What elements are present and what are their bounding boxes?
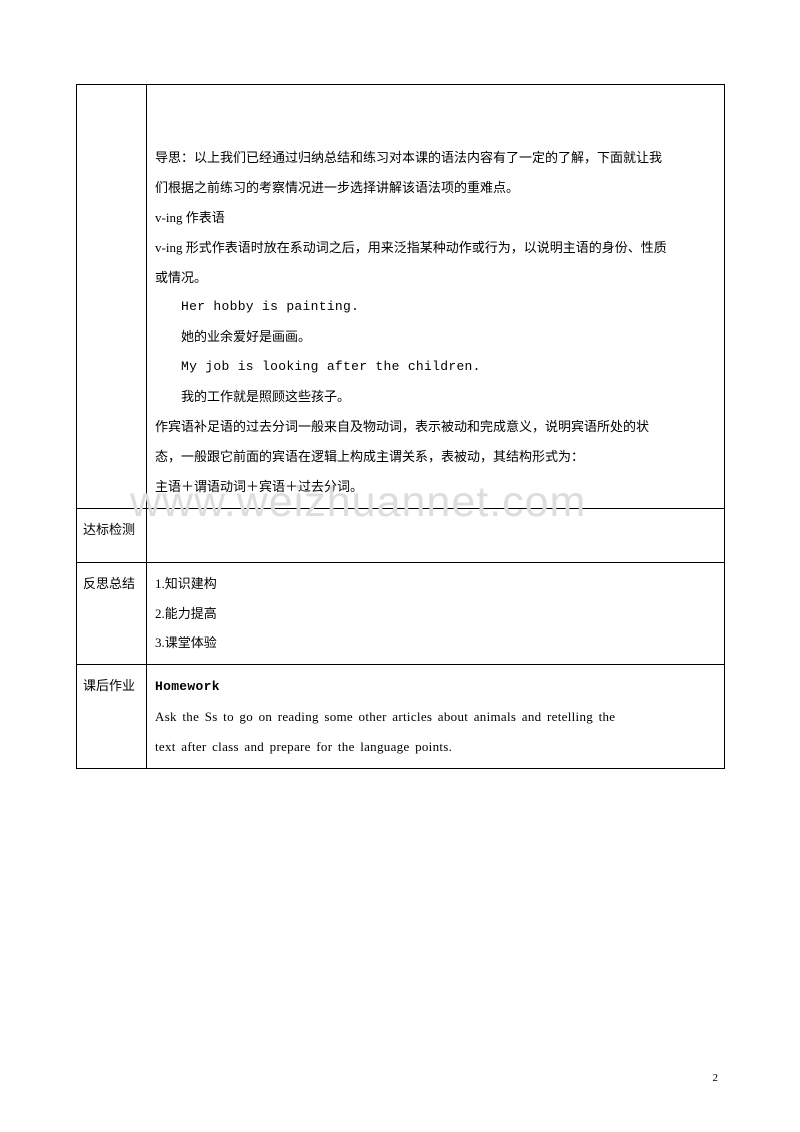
line: v-ing 作表语 [155, 210, 225, 225]
line: v-ing 形式作表语时放在系动词之后，用来泛指某种动作或行为，以说明主语的身份… [155, 240, 667, 255]
line: 1.知识建构 [155, 576, 217, 591]
line: 或情况。 [155, 270, 207, 285]
row-main-content: 导思：以上我们已经通过归纳总结和练习对本课的语法内容有了一定的了解，下面就让我 … [147, 85, 725, 509]
line: 导思：以上我们已经通过归纳总结和练习对本课的语法内容有了一定的了解，下面就让我 [155, 150, 662, 165]
row-homework-content: Homework Ask the Ss to go on reading som… [147, 665, 725, 769]
spacer [155, 91, 718, 143]
row-test-content [147, 508, 725, 562]
row-main-label [77, 85, 147, 509]
row-test: 达标检测 [77, 508, 725, 562]
row-reflection-content: 1.知识建构 2.能力提高 3.课堂体验 [147, 562, 725, 665]
line: text after class and prepare for the lan… [155, 739, 452, 754]
line: 3.课堂体验 [155, 635, 217, 650]
line: 态，一般跟它前面的宾语在逻辑上构成主谓关系，表被动，其结构形式为： [155, 449, 584, 464]
line: 作宾语补足语的过去分词一般来自及物动词，表示被动和完成意义，说明宾语所处的状 [155, 419, 649, 434]
row-homework-label: 课后作业 [77, 665, 147, 769]
row-test-label: 达标检测 [77, 508, 147, 562]
line: 她的业余爱好是画画。 [155, 322, 718, 352]
line: Homework [155, 679, 220, 694]
line: Her hobby is painting. [155, 292, 718, 322]
page: www.weizhuannet.com 导思：以上我们已经通过归纳总结和练习对本… [0, 0, 800, 1132]
page-number: 2 [713, 1072, 719, 1084]
row-reflection: 反思总结 1.知识建构 2.能力提高 3.课堂体验 [77, 562, 725, 665]
line: Ask the Ss to go on reading some other a… [155, 709, 615, 724]
line: 主语＋谓语动词＋宾语＋过去分词。 [155, 479, 363, 494]
line: My job is looking after the children. [155, 352, 718, 382]
row-main: 导思：以上我们已经通过归纳总结和练习对本课的语法内容有了一定的了解，下面就让我 … [77, 85, 725, 509]
line: 们根据之前练习的考察情况进一步选择讲解该语法项的重难点。 [155, 180, 519, 195]
lesson-table: 导思：以上我们已经通过归纳总结和练习对本课的语法内容有了一定的了解，下面就让我 … [76, 84, 725, 769]
line: 我的工作就是照顾这些孩子。 [155, 382, 718, 412]
line: 2.能力提高 [155, 606, 217, 621]
row-reflection-label: 反思总结 [77, 562, 147, 665]
row-homework: 课后作业 Homework Ask the Ss to go on readin… [77, 665, 725, 769]
